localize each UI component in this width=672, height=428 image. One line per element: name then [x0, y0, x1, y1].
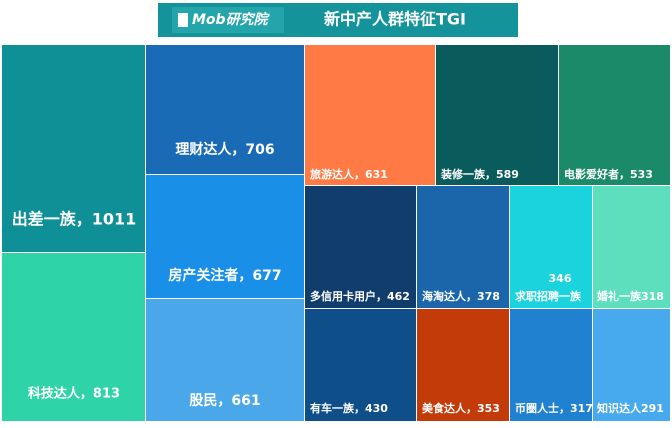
logo: Mob研究院 [192, 11, 271, 28]
tile [305, 45, 435, 185]
tile-label: 婚礼一族318 [597, 289, 664, 303]
tile [305, 186, 416, 308]
tile [593, 309, 670, 421]
tile [593, 186, 670, 308]
tile-label: 346 [549, 272, 572, 285]
tile-label: 有车一族，430 [310, 401, 388, 415]
logo-box [172, 7, 284, 33]
tile-label: 多信用卡用户，462 [310, 289, 410, 303]
tile-label: 海淘达人，378 [422, 289, 500, 303]
tile [305, 309, 416, 421]
tile [2, 253, 145, 421]
chart-title: 新中产人群特征TGI [324, 10, 466, 29]
tile [417, 186, 509, 308]
tile [146, 45, 304, 174]
tile [2, 45, 145, 252]
tile [510, 186, 592, 308]
tile-label: 股民，661 [189, 393, 260, 409]
logo-icon [178, 13, 188, 27]
tile-label: 求职招聘一族 [515, 289, 582, 303]
tile-label: 知识达人291 [596, 401, 664, 415]
tile-label: 房产关注者，677 [168, 267, 281, 284]
tile [559, 45, 670, 185]
tile [146, 299, 304, 421]
tile-label: 科技达人，813 [28, 386, 120, 402]
tile [436, 45, 558, 185]
tile-label: 出差一族，1011 [12, 210, 137, 229]
tile [146, 175, 304, 298]
tile [417, 309, 509, 421]
tile [510, 309, 592, 421]
tile-label: 美食达人，353 [422, 401, 500, 415]
tile-label: 电影爱好者，533 [564, 167, 653, 181]
tile-label: 币圈人士，317 [515, 401, 593, 415]
tile-label: 旅游达人，631 [310, 167, 388, 181]
tile-label: 装修一族，589 [440, 167, 519, 181]
tile-label: 理财达人，706 [175, 141, 274, 158]
